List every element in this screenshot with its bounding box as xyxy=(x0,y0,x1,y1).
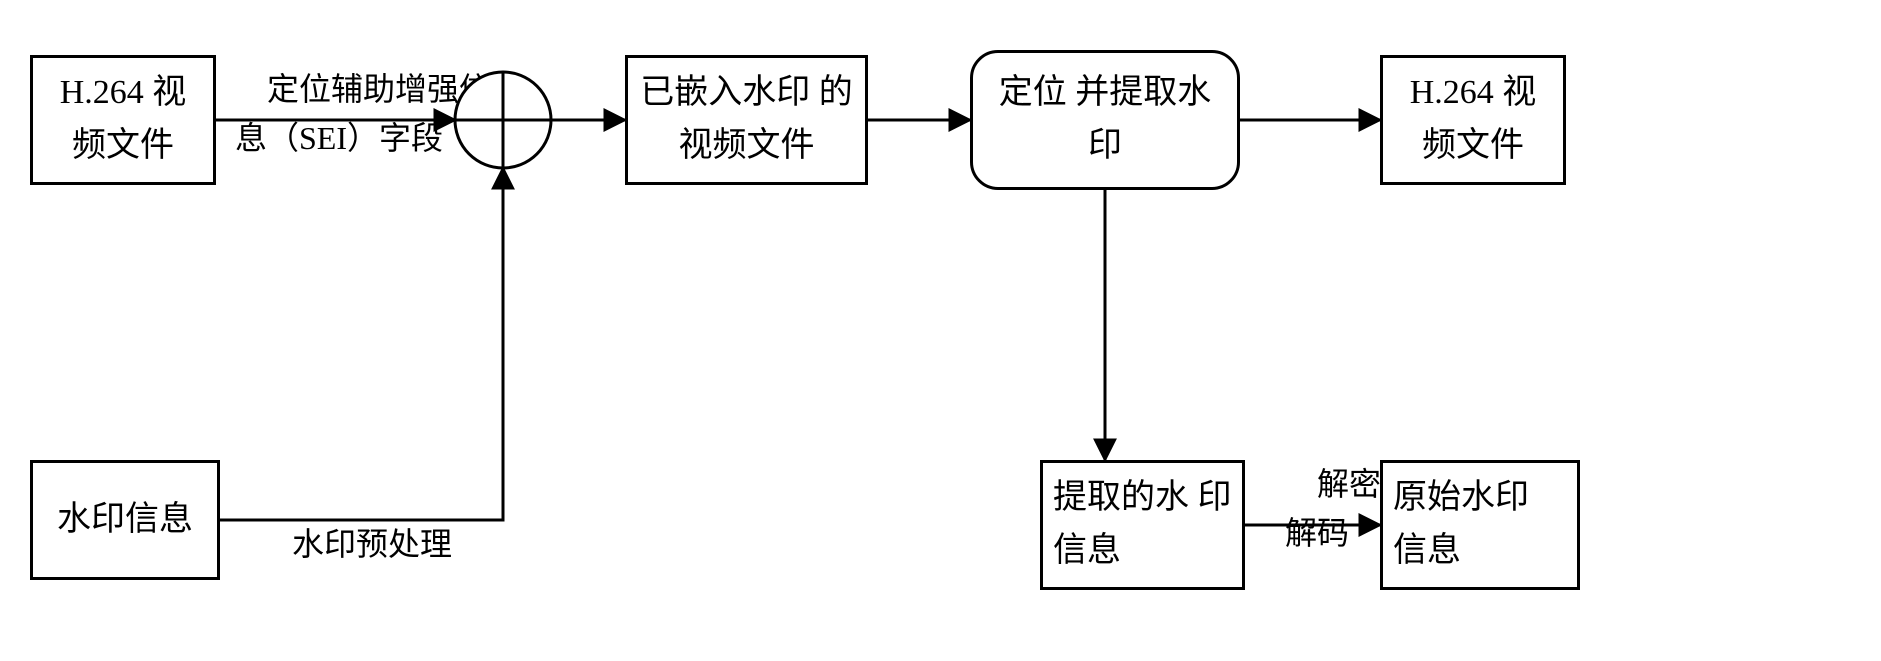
label-decode: 解密 解码 xyxy=(1285,410,1381,608)
node-extracted-wm: 提取的水 印信息 xyxy=(1040,460,1245,590)
label-sei: 定位辅助增强信 息（SEI）字段 xyxy=(235,15,491,213)
node-extracted-wm-text: 提取的水 印信息 xyxy=(1053,472,1232,577)
node-locate-extract: 定位 并提取水印 xyxy=(970,50,1240,190)
label-preproc-text: 水印预处理 xyxy=(292,526,452,562)
node-embedded-video-text: 已嵌入水印 的视频文件 xyxy=(638,67,855,172)
node-h264-out: H.264 视频文件 xyxy=(1380,55,1566,185)
label-preproc: 水印预处理 xyxy=(260,470,452,619)
node-locate-extract-text: 定位 并提取水印 xyxy=(983,67,1227,172)
node-h264-out-text: H.264 视频文件 xyxy=(1393,67,1553,172)
diagram-stage: H.264 视频文件 水印信息 已嵌入水印 的视频文件 定位 并提取水印 H.2… xyxy=(0,0,1881,661)
node-h264-in-text: H.264 视频文件 xyxy=(43,67,203,172)
node-watermark-info: 水印信息 xyxy=(30,460,220,580)
node-original-wm: 原始水印 信息 xyxy=(1380,460,1580,590)
edge-wminfo-to-combiner xyxy=(220,168,503,520)
label-decode-text: 解密 解码 xyxy=(1285,466,1381,552)
node-original-wm-text: 原始水印 信息 xyxy=(1393,472,1567,577)
node-h264-in: H.264 视频文件 xyxy=(30,55,216,185)
label-sei-text: 定位辅助增强信 息（SEI）字段 xyxy=(235,71,491,157)
node-embedded-video: 已嵌入水印 的视频文件 xyxy=(625,55,868,185)
node-watermark-info-text: 水印信息 xyxy=(57,494,193,547)
